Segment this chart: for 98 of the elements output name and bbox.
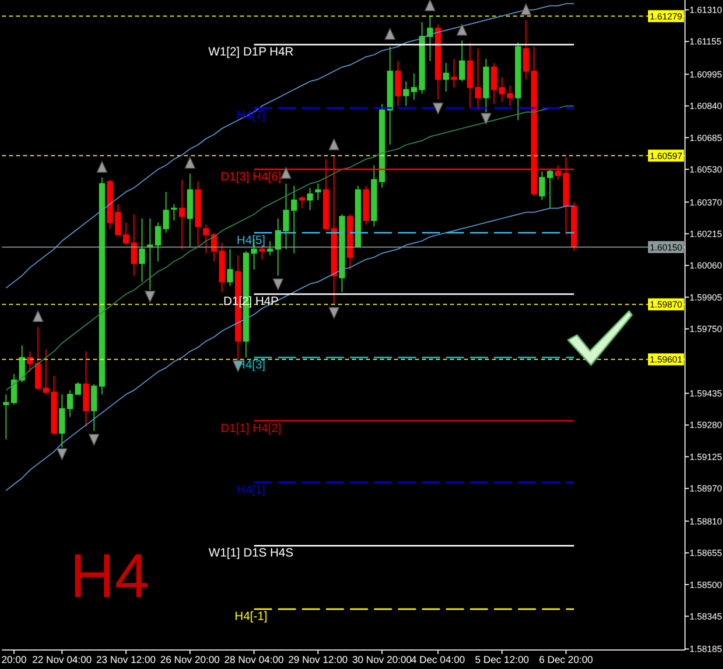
x-tick-label: 28 Nov 04:00 xyxy=(224,655,284,666)
candlestick xyxy=(499,76,505,102)
point xyxy=(328,307,340,319)
candlestick xyxy=(139,218,145,282)
candlestick xyxy=(523,20,529,80)
candlestick xyxy=(11,373,17,406)
ref-line-label: 1.61279 xyxy=(650,11,682,22)
x-tick-label: 5 Dec 12:00 xyxy=(475,655,530,666)
candlestick xyxy=(291,185,297,254)
x-tick-label: 22 Nov 04:00 xyxy=(32,655,92,666)
candlestick xyxy=(283,183,289,250)
point xyxy=(432,102,444,114)
y-tick-label: 1.60215 xyxy=(690,228,722,239)
candlestick xyxy=(539,170,545,201)
y-tick-label: 1.61310 xyxy=(690,5,722,16)
candlestick xyxy=(507,84,513,106)
candlestick xyxy=(27,350,33,372)
y-tick-label: 1.60530 xyxy=(690,164,722,175)
y-tick-label: 1.59905 xyxy=(690,292,722,302)
candlestick xyxy=(155,222,161,262)
candlestick xyxy=(123,222,129,246)
series-label: W1[1] D1S H4S xyxy=(208,546,294,560)
y-tick-label: 1.60840 xyxy=(690,101,722,112)
candlestick xyxy=(411,72,417,100)
y-tick-label: 1.60685 xyxy=(690,132,722,143)
series-label: H4[-1] xyxy=(234,609,268,624)
y-tick-label: 1.60370 xyxy=(690,197,722,208)
series-label: D1[1] H4[2] xyxy=(220,420,282,435)
candlestick xyxy=(427,15,433,62)
y-tick-label: 1.59280 xyxy=(690,420,722,430)
y-tick-label: 1.58345 xyxy=(690,611,722,622)
y-tick-label: 1.58810 xyxy=(690,516,722,526)
line-series xyxy=(6,3,574,288)
point xyxy=(480,112,492,125)
candlestick xyxy=(451,58,457,88)
series-label: D1[3] H4[6] xyxy=(220,169,282,184)
point xyxy=(520,3,532,16)
point xyxy=(56,448,68,460)
point xyxy=(184,156,196,169)
x-tick-label: 20:00 xyxy=(1,655,27,666)
candlestick xyxy=(275,218,281,276)
candlestick xyxy=(299,195,305,209)
candlestick xyxy=(19,344,25,383)
x-tick-label: 4 Dec 04:00 xyxy=(411,655,466,666)
annotation: H4 xyxy=(70,542,150,611)
candlestick xyxy=(67,390,73,418)
x-tick-label: 26 Nov 20:00 xyxy=(160,655,220,666)
candlestick xyxy=(315,183,321,201)
candlestick xyxy=(171,204,177,221)
candlestick xyxy=(491,62,497,104)
point xyxy=(456,24,468,36)
x-tick-label: 23 Nov 12:00 xyxy=(96,655,156,666)
point xyxy=(384,28,396,40)
point xyxy=(32,310,44,322)
candlestick xyxy=(203,224,209,254)
y-tick-label: 1.58500 xyxy=(690,580,722,590)
point xyxy=(96,160,108,173)
candlestick xyxy=(3,394,9,440)
x-tick-label: 29 Nov 12:00 xyxy=(288,655,348,666)
candlestick xyxy=(43,348,49,395)
candlestick xyxy=(163,191,169,234)
ref-line-label: 1.60150 xyxy=(650,242,682,252)
point xyxy=(144,290,156,303)
candlestick xyxy=(227,248,233,286)
ref-line-label: 1.59870 xyxy=(650,300,682,310)
candlestick xyxy=(259,244,265,260)
candlestick xyxy=(475,48,481,111)
y-tick-label: 1.58970 xyxy=(690,484,722,494)
candlestick xyxy=(403,80,409,106)
candlestick xyxy=(443,62,449,92)
y-tick-label: 1.58185 xyxy=(690,644,722,654)
point xyxy=(280,167,292,179)
point xyxy=(272,278,284,290)
candlestick xyxy=(75,382,81,395)
point xyxy=(88,434,100,446)
candlestick xyxy=(115,204,121,236)
x-tick-label: 30 Nov 20:00 xyxy=(352,655,412,666)
series-label: H4[1] xyxy=(236,482,266,496)
y-tick-label: 1.60995 xyxy=(690,69,722,80)
ref-line-label: 1.59601 xyxy=(650,354,682,365)
y-tick-label: 1.60060 xyxy=(690,260,722,271)
ref-line-label: 1.60597 xyxy=(650,150,682,161)
candlestick xyxy=(307,187,313,211)
candlestick xyxy=(547,168,553,209)
candlestick xyxy=(267,240,273,256)
y-tick-label: 1.59750 xyxy=(690,324,722,334)
point xyxy=(328,138,340,150)
y-tick-label: 1.59435 xyxy=(690,388,722,399)
y-tick-label: 1.58655 xyxy=(690,548,722,558)
x-tick-label: 6 Dec 20:00 xyxy=(539,655,594,666)
candlestick xyxy=(459,40,465,82)
series-label: W1[2] D1P H4R xyxy=(208,44,294,59)
y-tick-label: 1.61155 xyxy=(690,36,722,47)
point xyxy=(424,0,436,12)
series-label: H4[5] xyxy=(236,232,266,247)
candlestick xyxy=(131,214,137,276)
candlestick xyxy=(179,179,185,250)
y-tick-label: 1.59125 xyxy=(690,452,722,462)
